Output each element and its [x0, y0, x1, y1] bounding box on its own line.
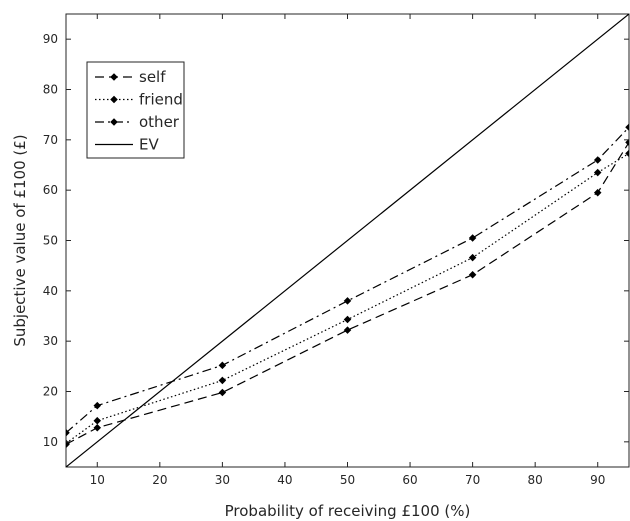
plot-area: 10 20 30 40 50 60 70 80 90 10 20 30 40 50 60 70 80 90	[43, 13, 630, 487]
series-line-other	[66, 126, 629, 434]
data-point-friend	[625, 149, 629, 158]
x-tick-label: 60	[402, 473, 417, 487]
x-tick-label: 20	[152, 473, 167, 487]
series-line-ev	[66, 14, 629, 467]
y-tick-label: 20	[43, 385, 58, 399]
data-point-self	[625, 138, 629, 147]
legend: self friend other EV	[86, 61, 185, 159]
data-point-self	[218, 388, 227, 397]
x-tick-label: 50	[340, 473, 355, 487]
legend-entries: self friend other EV	[95, 68, 183, 154]
data-point-self	[343, 326, 352, 334]
data-point-friend	[343, 315, 352, 324]
legend-marker	[110, 95, 118, 104]
series-other	[66, 123, 629, 437]
legend-label: friend	[139, 91, 183, 109]
data-point-friend	[93, 416, 102, 425]
data-point-other	[218, 361, 227, 370]
y-tick-label: 60	[43, 183, 58, 197]
legend-marker	[110, 118, 118, 126]
legend-label: other	[139, 113, 180, 131]
y-tick-label: 50	[43, 234, 58, 248]
data-point-self	[468, 270, 477, 279]
series-ev	[66, 14, 629, 467]
y-tick-label: 40	[43, 284, 58, 298]
legend-entry-self: self	[95, 68, 166, 86]
y-tick-label: 10	[43, 435, 58, 449]
x-tick-label: 70	[465, 473, 480, 487]
x-tick-label: 30	[215, 473, 230, 487]
legend-label: EV	[139, 136, 159, 154]
series-self	[66, 138, 629, 449]
legend-box	[86, 61, 185, 159]
data-point-self	[593, 188, 602, 197]
legend-entry-ev: EV	[95, 136, 159, 154]
data-point-other	[343, 297, 352, 305]
x-tick-label: 90	[590, 473, 605, 487]
legend-entry-friend: friend	[95, 91, 183, 109]
y-axis-label: Subjective value of £100 (£)	[11, 134, 29, 346]
x-axis-label: Probability of receiving £100 (%)	[225, 502, 471, 520]
y-tick-label: 30	[43, 334, 58, 348]
legend-entry-other: other	[95, 113, 180, 131]
data-point-self	[93, 423, 102, 432]
data-point-friend	[468, 253, 477, 262]
data-point-other	[593, 156, 602, 164]
data-point-other	[625, 123, 629, 132]
legend-marker	[110, 73, 118, 81]
data-point-friend	[218, 376, 227, 385]
x-axis-ticks: 10 20 30 40 50 60 70 80 90	[90, 14, 605, 487]
data-point-other	[66, 429, 70, 437]
y-tick-label: 90	[43, 32, 58, 46]
x-tick-label: 80	[528, 473, 543, 487]
data-point-other	[93, 401, 102, 410]
y-tick-label: 80	[43, 83, 58, 97]
data-point-other	[468, 234, 477, 242]
y-axis-ticks: 10 20 30 40 50 60 70 80 90	[43, 32, 629, 449]
series-layer	[66, 14, 629, 467]
y-tick-label: 70	[43, 133, 58, 147]
legend-label: self	[139, 68, 166, 86]
x-tick-label: 10	[90, 473, 105, 487]
data-point-friend	[593, 168, 602, 177]
x-tick-label: 40	[277, 473, 292, 487]
